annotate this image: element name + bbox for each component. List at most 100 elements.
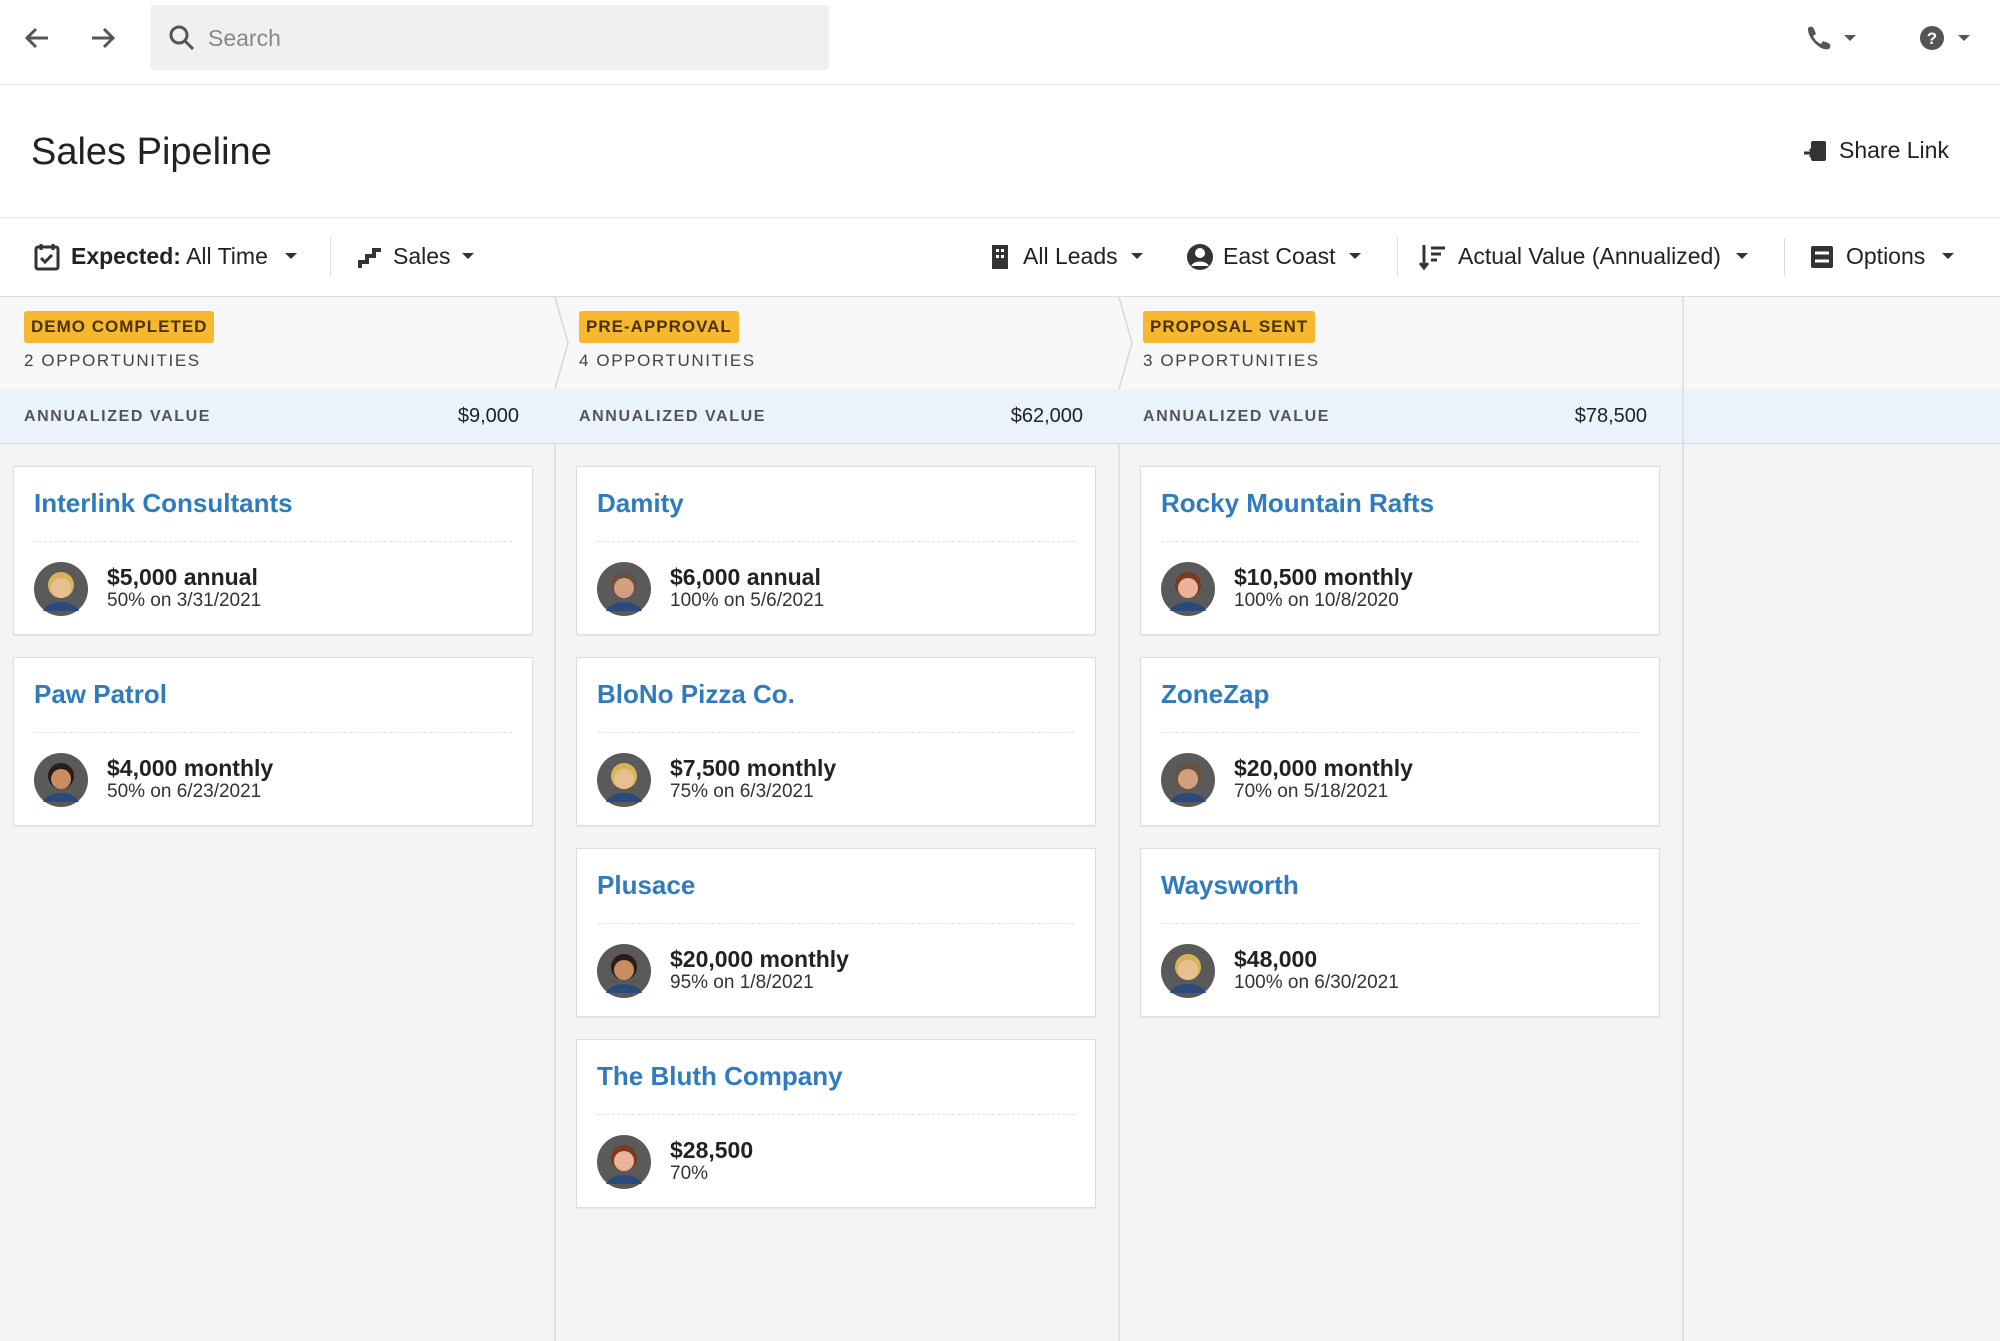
opportunity-count: 3 OPPORTUNITIES <box>1143 351 1320 370</box>
options-icon <box>1811 246 1833 268</box>
avatar <box>1161 944 1215 998</box>
pipeline-icon <box>358 248 381 268</box>
stage-badge: PRE-APPROVAL <box>579 311 739 343</box>
card-divider <box>597 923 1075 924</box>
card-detail: 100% on 5/6/2021 <box>670 590 825 611</box>
search-box[interactable]: Search <box>150 5 829 70</box>
opportunity-card[interactable]: Rocky Mountain Rafts $10,500 monthly 100% … <box>1140 466 1660 635</box>
card-amount: $7,500 monthly <box>670 755 837 781</box>
avatar <box>1161 753 1215 807</box>
header-strip <box>0 297 2000 389</box>
card-divider <box>597 1114 1075 1115</box>
avatar <box>1161 562 1215 616</box>
value-label: ANNUALIZED VALUE <box>579 408 767 425</box>
value-row: ANNUALIZED VALUE $9,000 <box>0 389 555 443</box>
stage-badge: DEMO COMPLETED <box>24 311 215 343</box>
opportunity-card[interactable]: The Bluth Company $28,500 70% <box>576 1039 1096 1208</box>
stage-column: PRE-APPROVAL 4 OPPORTUNITIES ANNUALIZED VA… <box>555 297 1119 1341</box>
opportunity-card[interactable]: Plusace $20,000 monthly 95% on 1/8/2021 <box>576 848 1096 1017</box>
card-title[interactable]: Rocky Mountain Rafts <box>1161 488 1435 518</box>
filter-value: All Time <box>186 243 268 269</box>
card-amount: $4,000 monthly <box>107 755 274 781</box>
opportunity-card[interactable]: ZoneZap $20,000 monthly 70% on 5/18/2021 <box>1140 657 1660 826</box>
card-detail: 70% on 5/18/2021 <box>1234 781 1389 802</box>
caret <box>1942 253 1954 259</box>
avatar <box>597 562 651 616</box>
card-detail: 100% on 10/8/2020 <box>1234 590 1399 611</box>
value-band <box>0 389 2000 444</box>
card-divider <box>597 732 1075 733</box>
card-amount: $5,000 annual <box>107 564 258 590</box>
card-divider <box>34 732 512 733</box>
avatar <box>597 1135 651 1189</box>
user-icon <box>1187 244 1213 270</box>
card-amount: $20,000 monthly <box>670 946 849 972</box>
calendar-icon <box>34 244 60 271</box>
value-total: $62,000 <box>1010 405 1083 427</box>
value-total: $78,500 <box>1574 405 1647 427</box>
caret <box>1349 253 1361 259</box>
avatar <box>34 753 88 807</box>
options-filter[interactable]: Options <box>1846 243 1926 269</box>
building-icon <box>992 245 1008 269</box>
opportunity-card[interactable]: Paw Patrol $4,000 monthly 50% on 6/23/2021 <box>13 657 533 826</box>
stage-badge: PROPOSAL SENT <box>1143 311 1316 343</box>
card-detail: 50% on 6/23/2021 <box>107 781 262 802</box>
help-menu[interactable]: ? <box>1918 24 1978 54</box>
page-title: Sales Pipeline <box>31 131 272 173</box>
card-amount: $48,000 <box>1234 946 1318 972</box>
card-divider <box>1161 541 1639 542</box>
pipeline-filter[interactable]: Sales <box>393 243 451 269</box>
card-detail: 100% on 6/30/2021 <box>1234 972 1399 993</box>
card-detail: 70% <box>670 1163 709 1184</box>
filter-label: Expected: <box>71 243 181 269</box>
card-amount: $6,000 annual <box>670 564 821 590</box>
avatar <box>34 562 88 616</box>
card-title[interactable]: Waysworth <box>1161 870 1299 900</box>
expected-filter[interactable]: Expected: All Time <box>71 243 268 270</box>
card-divider <box>597 541 1075 542</box>
card-detail: 50% on 3/31/2021 <box>107 590 262 611</box>
card-title[interactable]: Damity <box>597 488 684 518</box>
avatar <box>597 944 651 998</box>
card-title[interactable]: BloNo Pizza Co. <box>597 679 795 709</box>
share-link[interactable]: Share Link <box>1839 137 1949 163</box>
card-divider <box>1161 732 1639 733</box>
region-filter[interactable]: East Coast <box>1223 243 1336 269</box>
stage-column: PROPOSAL SENT 3 OPPORTUNITIES ANNUALIZED V… <box>1119 297 1683 1341</box>
page-header: Sales Pipeline Share Link <box>0 85 2000 218</box>
card-title[interactable]: The Bluth Company <box>597 1061 843 1091</box>
stage-column: DEMO COMPLETED 2 OPPORTUNITIES ANNUALIZED … <box>0 297 555 1341</box>
card-title[interactable]: Plusace <box>597 870 696 900</box>
filter-bar: Expected: All Time Sales All Leads East … <box>0 218 2000 297</box>
top-bar: Search ? <box>0 0 2000 85</box>
card-divider <box>1161 923 1639 924</box>
value-row: ANNUALIZED VALUE $62,000 <box>555 389 1119 443</box>
separator <box>1784 238 1785 276</box>
avatar <box>597 753 651 807</box>
card-title[interactable]: Interlink Consultants <box>34 488 293 518</box>
back-button[interactable] <box>20 22 60 62</box>
opportunity-card[interactable]: BloNo Pizza Co. $7,500 monthly 75% on 6/3/… <box>576 657 1096 826</box>
pipeline-board: DEMO COMPLETED 2 OPPORTUNITIES ANNUALIZED … <box>0 297 2000 1341</box>
opportunity-card[interactable]: Damity $6,000 annual 100% on 5/6/2021 <box>576 466 1096 635</box>
card-divider <box>34 541 512 542</box>
card-detail: 75% on 6/3/2021 <box>670 781 814 802</box>
card-title[interactable]: ZoneZap <box>1161 679 1270 709</box>
svg-text:?: ? <box>1927 29 1937 48</box>
phone-menu[interactable] <box>1804 24 1864 54</box>
sort-filter[interactable]: Actual Value (Annualized) <box>1458 243 1721 269</box>
opportunity-count: 2 OPPORTUNITIES <box>24 351 201 370</box>
share-icon <box>1804 141 1826 161</box>
caret <box>1736 253 1748 259</box>
opportunity-count: 4 OPPORTUNITIES <box>579 351 756 370</box>
opportunity-card[interactable]: Interlink Consultants $5,000 annual 50% on… <box>13 466 533 635</box>
opportunity-card[interactable]: Waysworth $48,000 100% on 6/30/2021 <box>1140 848 1660 1017</box>
caret <box>285 253 297 259</box>
card-title[interactable]: Paw Patrol <box>34 679 167 709</box>
separator <box>330 238 331 276</box>
forward-button[interactable] <box>86 22 126 62</box>
separator <box>1397 238 1398 276</box>
leads-filter[interactable]: All Leads <box>1023 243 1118 269</box>
